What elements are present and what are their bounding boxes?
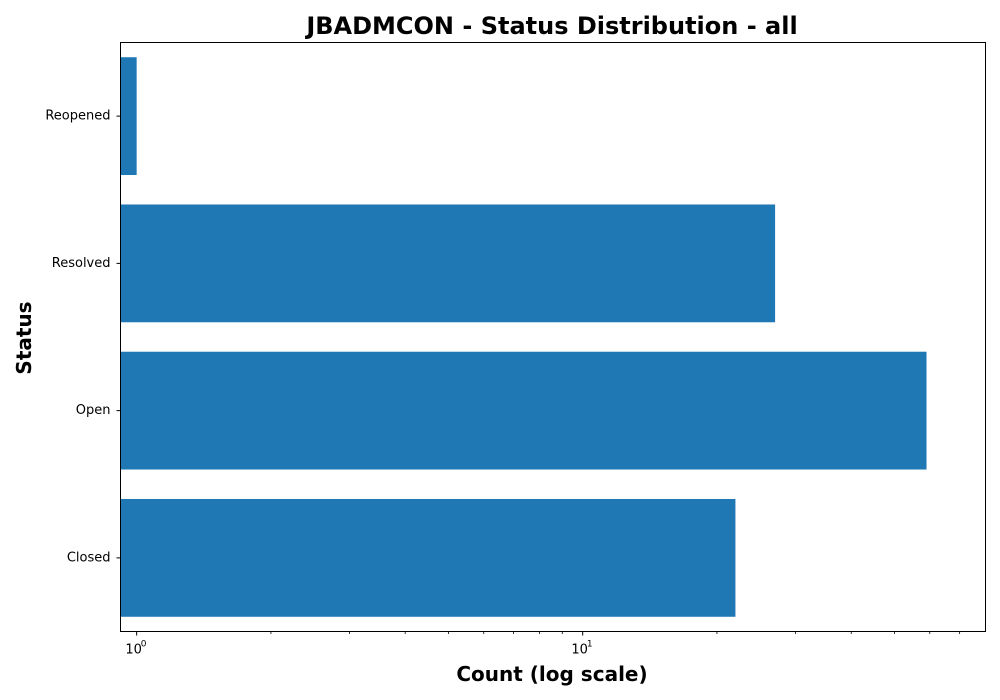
x-tick-label: 10 — [125, 643, 142, 658]
x-ticks-group: 100 101 — [125, 631, 961, 658]
y-tick-label: Reopened — [45, 109, 110, 124]
y-ticks-group: Closed Open Resolved Reopened — [45, 109, 121, 565]
bar-open — [120, 351, 927, 470]
y-axis-label: Status — [12, 301, 36, 374]
bar-closed — [120, 498, 736, 617]
bar-resolved — [120, 204, 776, 323]
x-tick-exponent: 1 — [587, 640, 593, 650]
y-tick-label: Closed — [67, 550, 111, 565]
x-tick-exponent: 0 — [141, 640, 147, 650]
y-tick-label: Resolved — [52, 256, 111, 271]
x-tick-label: 10 — [571, 643, 588, 658]
y-tick-label: Open — [76, 403, 111, 418]
plot-frame — [120, 42, 986, 632]
x-axis-label: Count (log scale) — [456, 662, 647, 686]
bar-reopened — [120, 57, 137, 176]
bars-group — [120, 57, 927, 617]
chart-title: JBADMCON - Status Distribution - all — [304, 12, 797, 40]
